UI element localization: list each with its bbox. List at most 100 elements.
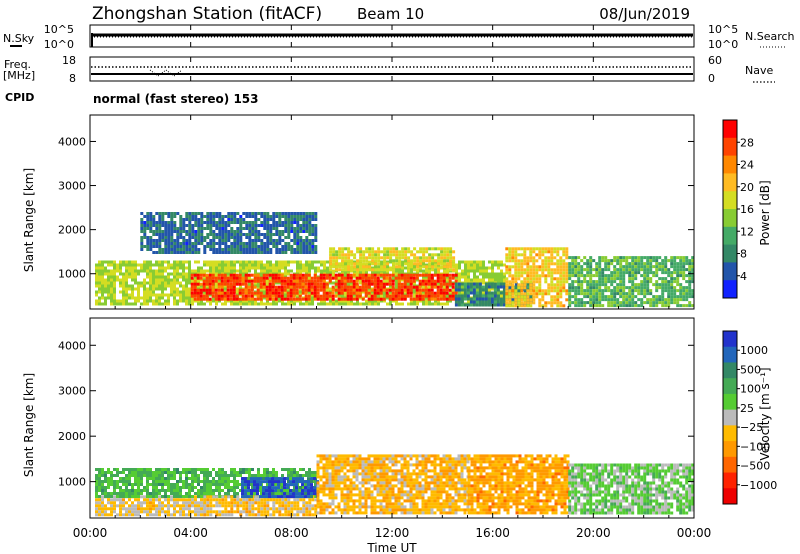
power-data-cell [395, 259, 399, 263]
power-data-cell [262, 285, 266, 289]
power-data-cell [538, 298, 542, 302]
power-data-cell [209, 221, 213, 224]
power-data-cell [167, 212, 171, 215]
power-data-cell [268, 273, 272, 277]
velocity-data-cell [194, 501, 197, 505]
power-data-cell [287, 287, 290, 291]
power-data-cell [182, 278, 185, 282]
power-data-cell [161, 233, 165, 236]
power-data-cell [131, 266, 134, 270]
velocity-data-cell [137, 480, 140, 483]
power-data-cell [395, 299, 398, 303]
power-data-cell [658, 301, 662, 305]
power-data-cell [278, 215, 282, 218]
power-data-cell [419, 266, 422, 270]
power-data-cell [182, 293, 185, 297]
power-data-cell [352, 282, 356, 286]
power-data-cell [185, 272, 188, 276]
velocity-data-cell [119, 507, 122, 511]
velocity-data-cell [140, 510, 143, 514]
power-data-cell [362, 265, 366, 269]
power-data-cell [128, 296, 131, 300]
power-data-cell [164, 251, 168, 254]
power-data-cell [446, 268, 450, 272]
power-data-cell [242, 221, 246, 224]
power-data-cell [173, 260, 176, 264]
power-data-cell [544, 304, 548, 308]
velocity-data-cell [194, 486, 197, 489]
power-data-cell [382, 276, 386, 280]
power-data-cell [152, 290, 155, 294]
power-data-cell [562, 268, 566, 272]
power-data-cell [241, 288, 245, 292]
power-data-cell [520, 247, 524, 251]
power-data-cell [296, 224, 300, 227]
velocity-data-cell [146, 510, 149, 514]
power-data-cell [550, 295, 554, 299]
power-data-cell [568, 283, 572, 287]
power-data-cell [347, 247, 351, 251]
power-data-cell [278, 263, 281, 267]
power-data-cell [460, 300, 464, 304]
power-data-cell [281, 215, 285, 218]
power-data-cell [185, 248, 189, 251]
power-data-cell [422, 284, 425, 288]
power-data-cell [260, 224, 264, 227]
power-data-cell [263, 269, 266, 273]
velocity-data-cell [158, 468, 161, 471]
power-data-cell [161, 251, 165, 254]
power-data-cell [251, 212, 255, 215]
power-data-cell [263, 221, 267, 224]
power-data-cell [305, 224, 309, 227]
power-data-cell [211, 276, 215, 280]
velocity-data-cell [134, 507, 137, 511]
power-data-cell [661, 289, 665, 293]
velocity-data-cell [185, 492, 188, 495]
velocity-data-cell [164, 480, 167, 483]
power-data-cell [500, 263, 503, 267]
velocity-data-cell [182, 513, 185, 517]
power-data-cell [314, 212, 318, 215]
power-data-cell [232, 282, 236, 286]
power-data-cell [445, 273, 449, 277]
power-data-cell [215, 233, 219, 236]
power-data-cell [625, 292, 629, 296]
power-data-cell [107, 293, 110, 297]
power-data-cell [544, 259, 548, 263]
power-data-cell [110, 293, 113, 297]
power-data-cell [491, 287, 494, 291]
power-data-cell [239, 299, 242, 303]
power-data-cell [113, 269, 116, 273]
power-data-cell [344, 247, 348, 251]
power-data-cell [514, 274, 518, 278]
power-data-cell [664, 268, 668, 272]
power-data-cell [628, 301, 632, 305]
power-data-cell [425, 275, 428, 279]
power-data-cell [389, 268, 393, 272]
power-data-cell [290, 248, 294, 251]
power-data-cell [367, 273, 371, 277]
power-data-cell [691, 274, 695, 278]
power-data-cell [140, 296, 143, 300]
power-data-cell [649, 268, 653, 272]
power-data-cell [661, 268, 665, 272]
power-data-cell [544, 280, 548, 284]
velocity-data-cell [185, 495, 188, 498]
power-data-cell [484, 291, 488, 295]
velocity-data-cell [107, 468, 110, 471]
power-data-cell [158, 218, 162, 221]
power-data-cell [367, 285, 371, 289]
power-data-cell [197, 230, 201, 233]
power-data-cell [664, 280, 668, 284]
power-data-cell [553, 295, 557, 299]
velocity-data-cell [194, 480, 197, 483]
power-data-cell [119, 278, 122, 282]
power-data-cell [425, 263, 428, 267]
power-data-cell [266, 278, 269, 282]
power-data-cell [479, 260, 482, 264]
power-data-cell [634, 262, 638, 266]
power-data-cell [589, 259, 593, 263]
power-data-cell [631, 286, 635, 290]
power-data-cell [673, 262, 677, 266]
power-data-cell [161, 266, 164, 270]
